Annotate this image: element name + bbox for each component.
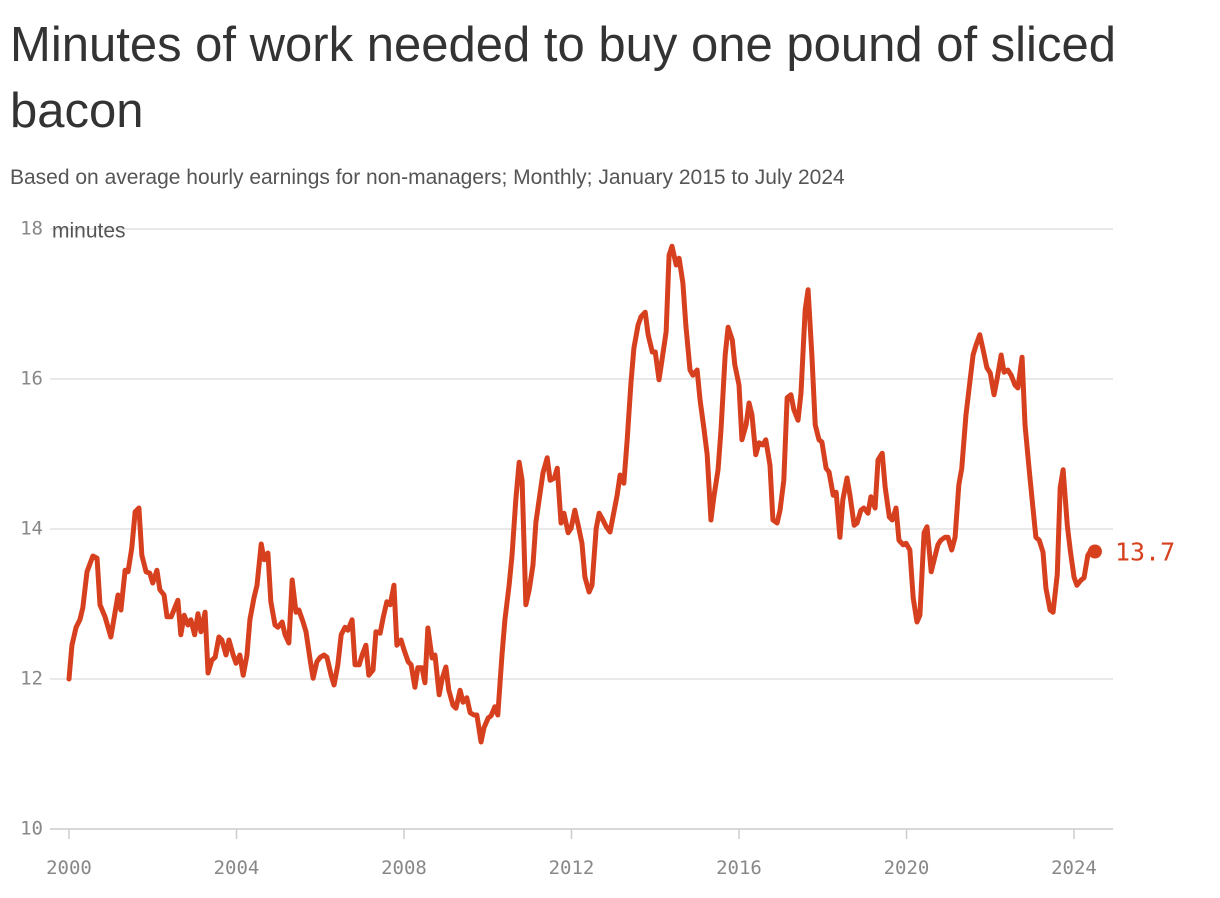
x-tick-label: 2012 — [549, 857, 595, 879]
x-tick-label: 2016 — [716, 857, 762, 879]
end-point — [1087, 544, 1102, 559]
end-value-label: 13.7 — [1115, 538, 1175, 567]
x-tick-label: 2008 — [381, 857, 427, 879]
x-tick-label: 2024 — [1051, 857, 1097, 879]
y-tick-label: 16 — [20, 368, 43, 390]
x-tick-label: 2000 — [46, 857, 92, 879]
series-line — [66, 243, 1098, 745]
y-tick-label: 18 — [20, 218, 43, 240]
x-tick-label: 2020 — [884, 857, 930, 879]
chart-subtitle: Based on average hourly earnings for non… — [10, 166, 845, 189]
y-tick-label: 14 — [20, 518, 43, 540]
y-tick-label: 12 — [20, 668, 43, 690]
y-tick-label: 10 — [20, 818, 43, 840]
x-tick-label: 2004 — [214, 857, 260, 879]
chart-title: Minutes of work needed to buy one pound … — [10, 18, 1116, 138]
y-axis-label: minutes — [52, 220, 126, 243]
